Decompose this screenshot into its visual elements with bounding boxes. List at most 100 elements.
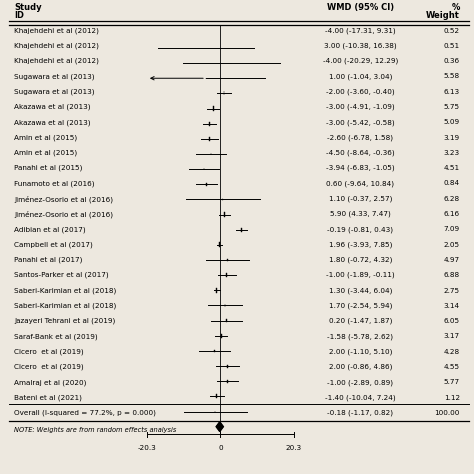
Text: -4.00 (-17.31, 9.31): -4.00 (-17.31, 9.31) [325,27,395,34]
Text: 1.80 (-0.72, 4.32): 1.80 (-0.72, 4.32) [328,257,392,263]
Text: 1.30 (-3.44, 6.04): 1.30 (-3.44, 6.04) [328,287,392,294]
Text: Panahi et al (2015): Panahi et al (2015) [14,165,82,172]
Text: -1.00 (-1.89, -0.11): -1.00 (-1.89, -0.11) [326,272,394,279]
Text: 5.75: 5.75 [444,104,460,110]
Text: 1.96 (-3.93, 7.85): 1.96 (-3.93, 7.85) [328,241,392,248]
Text: -2.00 (-3.60, -0.40): -2.00 (-3.60, -0.40) [326,89,394,95]
Bar [227,273,228,277]
Text: Jazayeri Tehrani et al (2019): Jazayeri Tehrani et al (2019) [14,318,116,324]
Text: -4.50 (-8.64, -0.36): -4.50 (-8.64, -0.36) [326,150,394,156]
Text: 1.70 (-2.54, 5.94): 1.70 (-2.54, 5.94) [328,302,392,309]
Bar [227,365,228,368]
Text: 2.05: 2.05 [444,242,460,247]
Text: 6.13: 6.13 [444,89,460,95]
Text: Khajehdehi et al (2012): Khajehdehi et al (2012) [14,43,99,49]
Text: 2.75: 2.75 [444,288,460,293]
Text: 4.55: 4.55 [444,364,460,370]
Text: 0.20 (-1.47, 1.87): 0.20 (-1.47, 1.87) [328,318,392,324]
Bar [209,122,210,126]
Text: 1.00 (-1.04, 3.04): 1.00 (-1.04, 3.04) [328,73,392,80]
Text: 4.51: 4.51 [444,165,460,171]
Bar [241,228,242,232]
Text: -3.00 (-5.42, -0.58): -3.00 (-5.42, -0.58) [326,119,394,126]
Text: Overall (I-squared = 77.2%, p = 0.000): Overall (I-squared = 77.2%, p = 0.000) [14,410,156,416]
Text: 7.09: 7.09 [444,227,460,232]
Bar [213,107,214,111]
Text: Sugawara et al (2013): Sugawara et al (2013) [14,89,95,95]
Text: Adibian et al (2017): Adibian et al (2017) [14,226,86,233]
Text: %: % [451,3,460,12]
Text: Funamoto et al (2016): Funamoto et al (2016) [14,180,95,187]
Bar [209,137,210,141]
Bar [226,319,227,322]
Text: 6.88: 6.88 [444,272,460,278]
Text: 4.97: 4.97 [444,257,460,263]
Text: NOTE: Weights are from random effects analysis: NOTE: Weights are from random effects an… [14,427,177,433]
Bar [216,394,217,398]
Text: 3.17: 3.17 [444,333,460,339]
Bar [220,334,222,338]
Text: -1.40 (-10.04, 7.24): -1.40 (-10.04, 7.24) [325,394,395,401]
Text: Khajehdehi et al (2012): Khajehdehi et al (2012) [14,27,99,34]
Bar [219,243,220,247]
Text: Cicero  et al (2019): Cicero et al (2019) [14,364,84,370]
Bar [224,91,225,95]
Text: Jiménez-Osorio et al (2016): Jiménez-Osorio et al (2016) [14,210,113,218]
Text: 4.28: 4.28 [444,349,460,355]
Text: Weight: Weight [426,11,460,20]
Text: Bateni et al (2021): Bateni et al (2021) [14,394,82,401]
Text: Study: Study [14,3,42,12]
Text: -1.00 (-2.89, 0.89): -1.00 (-2.89, 0.89) [327,379,393,385]
Text: Akazawa et al (2013): Akazawa et al (2013) [14,104,91,110]
Bar [216,288,218,292]
Text: Panahi et al (2017): Panahi et al (2017) [14,257,82,263]
Text: 5.77: 5.77 [444,379,460,385]
Text: Amin et al (2015): Amin et al (2015) [14,150,77,156]
Text: Saraf-Bank et al (2019): Saraf-Bank et al (2019) [14,333,98,340]
Text: -4.00 (-20.29, 12.29): -4.00 (-20.29, 12.29) [323,58,398,64]
Text: -20.3: -20.3 [137,445,156,451]
Text: 0.60 (-9.64, 10.84): 0.60 (-9.64, 10.84) [326,180,394,187]
Text: 3.19: 3.19 [444,135,460,141]
Bar [224,212,225,217]
Text: 2.00 (-0.86, 4.86): 2.00 (-0.86, 4.86) [328,364,392,370]
Text: 2.00 (-1.10, 5.10): 2.00 (-1.10, 5.10) [328,348,392,355]
Text: 20.3: 20.3 [286,445,302,451]
Text: WMD (95% CI): WMD (95% CI) [327,3,394,12]
Text: 3.23: 3.23 [444,150,460,156]
Text: 1.10 (-0.37, 2.57): 1.10 (-0.37, 2.57) [328,195,392,202]
Text: -0.19 (-0.81, 0.43): -0.19 (-0.81, 0.43) [327,226,393,233]
Text: 0.52: 0.52 [444,27,460,34]
Text: Santos-Parker et al (2017): Santos-Parker et al (2017) [14,272,109,279]
Text: 0: 0 [218,445,223,451]
Text: Saberi-Karimian et al (2018): Saberi-Karimian et al (2018) [14,302,117,309]
Bar [206,182,207,186]
Text: 6.16: 6.16 [444,211,460,217]
Text: ID: ID [14,11,24,20]
Text: 0.51: 0.51 [444,43,460,49]
Text: Akazawa et al (2013): Akazawa et al (2013) [14,119,91,126]
Text: -3.94 (-6.83, -1.05): -3.94 (-6.83, -1.05) [326,165,394,172]
Text: Amin et al (2015): Amin et al (2015) [14,134,77,141]
Text: 3.14: 3.14 [444,303,460,309]
Text: 3.00 (-10.38, 16.38): 3.00 (-10.38, 16.38) [324,43,397,49]
Text: 5.90 (4.33, 7.47): 5.90 (4.33, 7.47) [330,211,391,217]
Text: Khajehdehi et al (2012): Khajehdehi et al (2012) [14,58,99,64]
Text: 1.12: 1.12 [444,394,460,401]
Bar [227,380,228,383]
Text: Saberi-Karimian et al (2018): Saberi-Karimian et al (2018) [14,287,117,294]
Text: Cicero  et al (2019): Cicero et al (2019) [14,348,84,355]
Text: Sugawara et al (2013): Sugawara et al (2013) [14,73,95,80]
Text: Campbell et al (2017): Campbell et al (2017) [14,241,93,248]
Text: 5.09: 5.09 [444,119,460,125]
Text: -2.60 (-6.78, 1.58): -2.60 (-6.78, 1.58) [327,134,393,141]
Polygon shape [216,422,223,431]
Bar [214,350,215,352]
Text: -1.58 (-5.78, 2.62): -1.58 (-5.78, 2.62) [327,333,393,340]
Text: 6.05: 6.05 [444,318,460,324]
Text: 6.28: 6.28 [444,196,460,202]
Text: -3.00 (-4.91, -1.09): -3.00 (-4.91, -1.09) [326,104,394,110]
Text: Amalraj et al (2020): Amalraj et al (2020) [14,379,87,385]
Text: -0.18 (-1.17, 0.82): -0.18 (-1.17, 0.82) [327,410,393,416]
Text: 0.84: 0.84 [444,181,460,186]
